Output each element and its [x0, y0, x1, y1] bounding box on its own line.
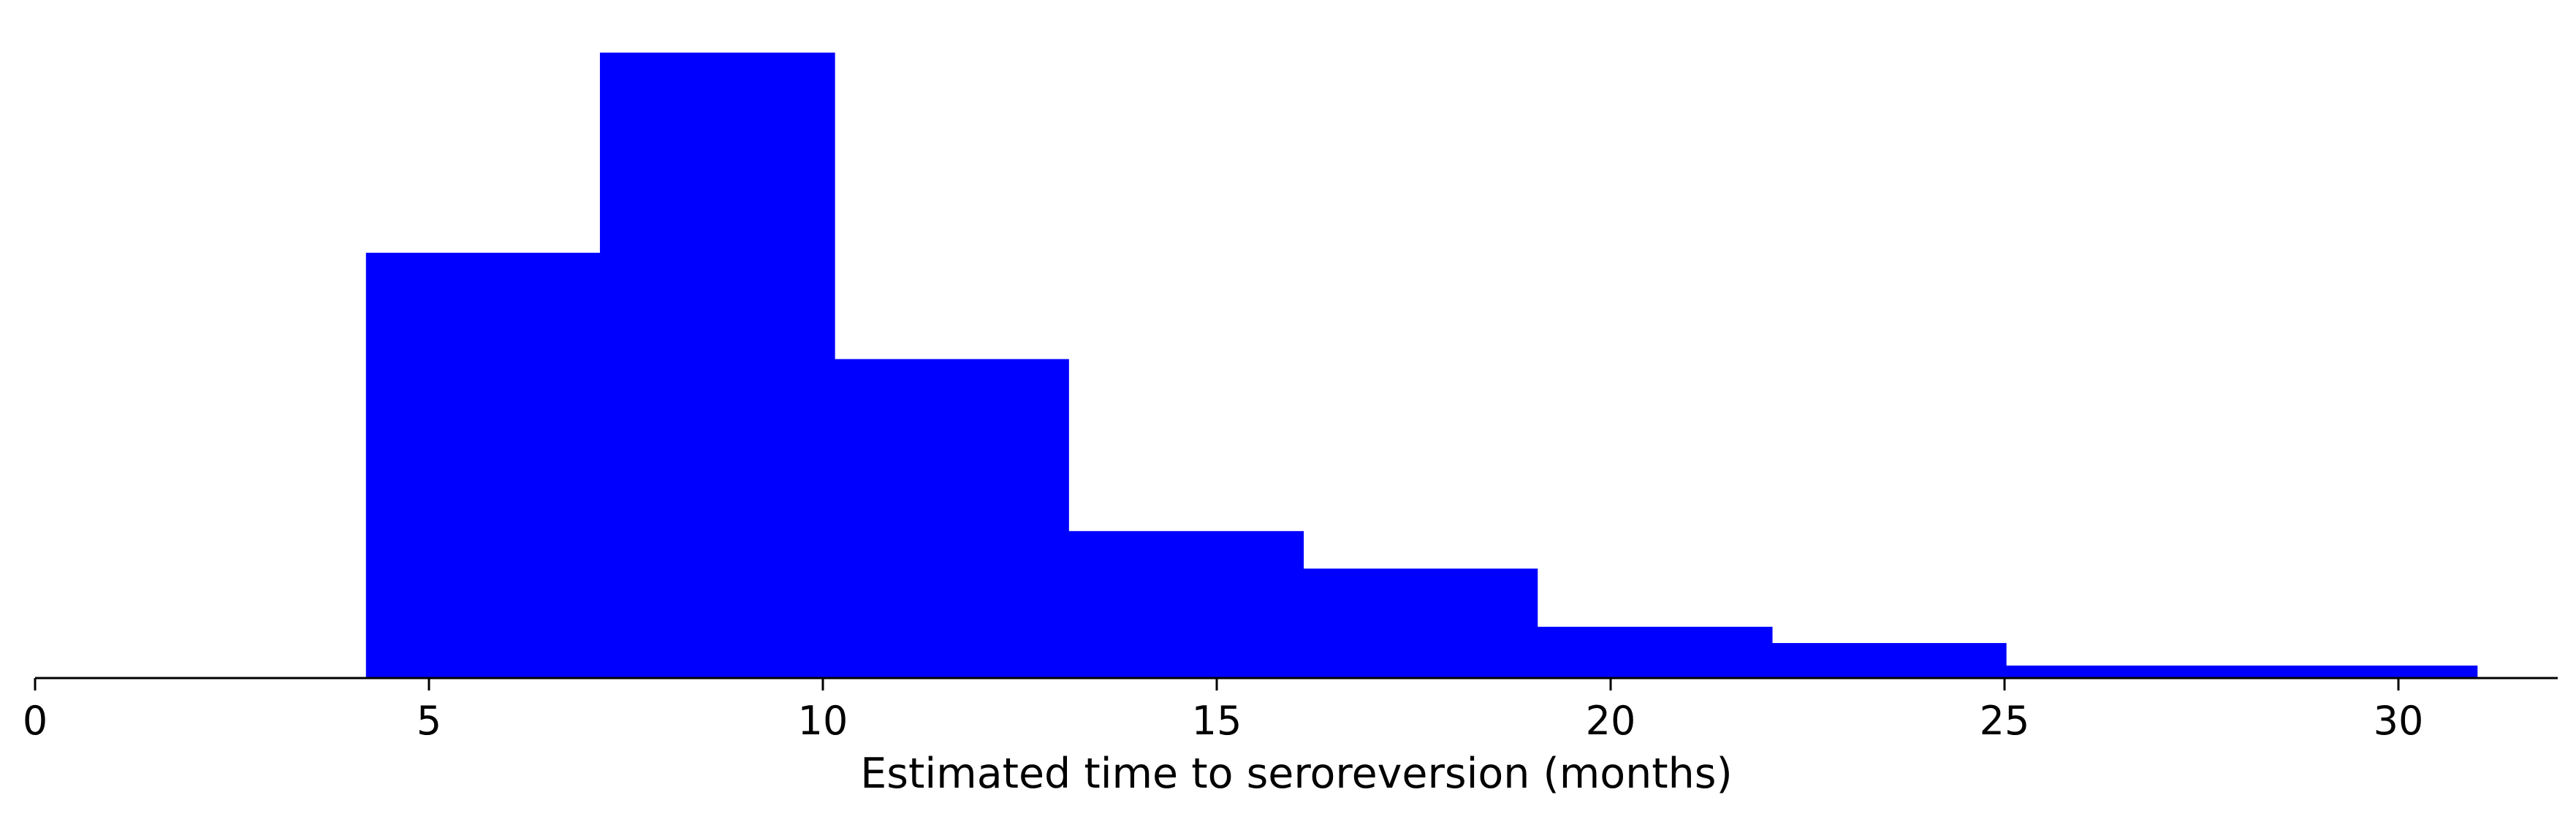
histogram-bars	[365, 53, 2478, 678]
x-tick-label: 20	[1586, 698, 1636, 744]
histogram-bar-1	[365, 252, 601, 678]
histogram-bar-4	[1068, 530, 1304, 678]
x-axis-title: Estimated time to seroreversion (months)	[860, 750, 1732, 798]
x-tick-label: 15	[1192, 698, 1242, 744]
histogram-bar-7	[1771, 643, 2007, 678]
histogram-bar-8	[2006, 665, 2478, 678]
x-axis-ticks: 0 5 10 15 20 25 30	[23, 678, 2424, 744]
histogram-bar-3	[835, 359, 1069, 678]
x-tick-label: 0	[23, 698, 48, 744]
x-tick-label: 10	[798, 698, 848, 744]
x-tick-label: 30	[2374, 698, 2424, 744]
x-tick-label: 5	[417, 698, 441, 744]
histogram-bar-6	[1537, 626, 1773, 678]
x-tick-label: 25	[1980, 698, 2030, 744]
histogram-bar-5	[1303, 568, 1538, 678]
histogram-bar-2	[599, 53, 835, 678]
